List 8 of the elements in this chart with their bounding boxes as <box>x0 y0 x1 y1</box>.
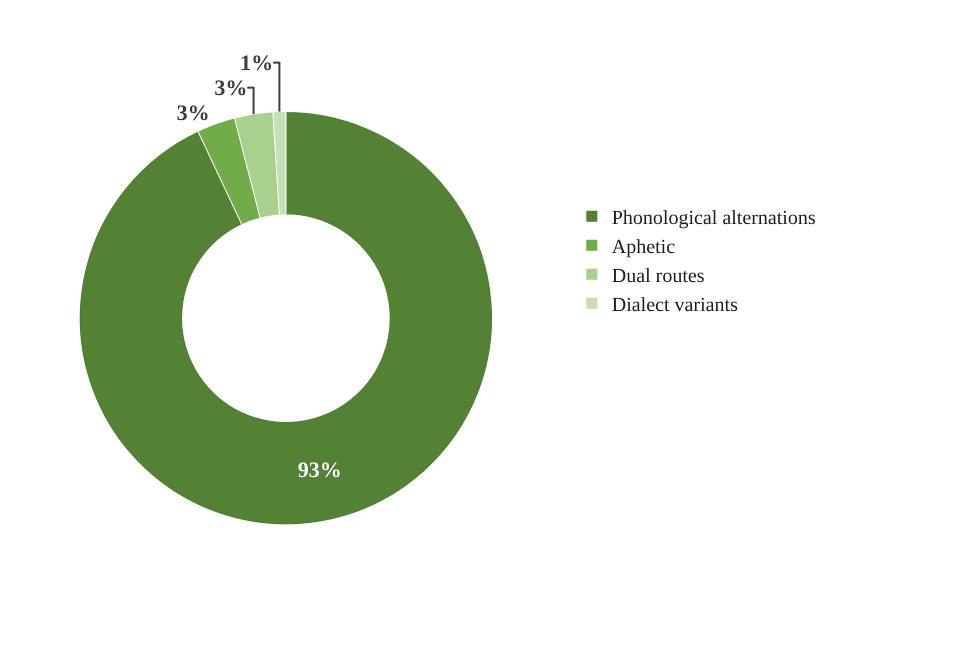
data-label: 93% <box>298 456 342 482</box>
legend-label: Dialect variants <box>612 294 738 316</box>
data-label: 3% <box>176 100 210 126</box>
legend-label: Phonological alternations <box>612 207 816 230</box>
legend-label: Aphetic <box>612 236 676 258</box>
legend-label: Dual routes <box>612 265 705 288</box>
data-label: 3% <box>214 75 248 100</box>
data-label: 1% <box>240 50 274 76</box>
